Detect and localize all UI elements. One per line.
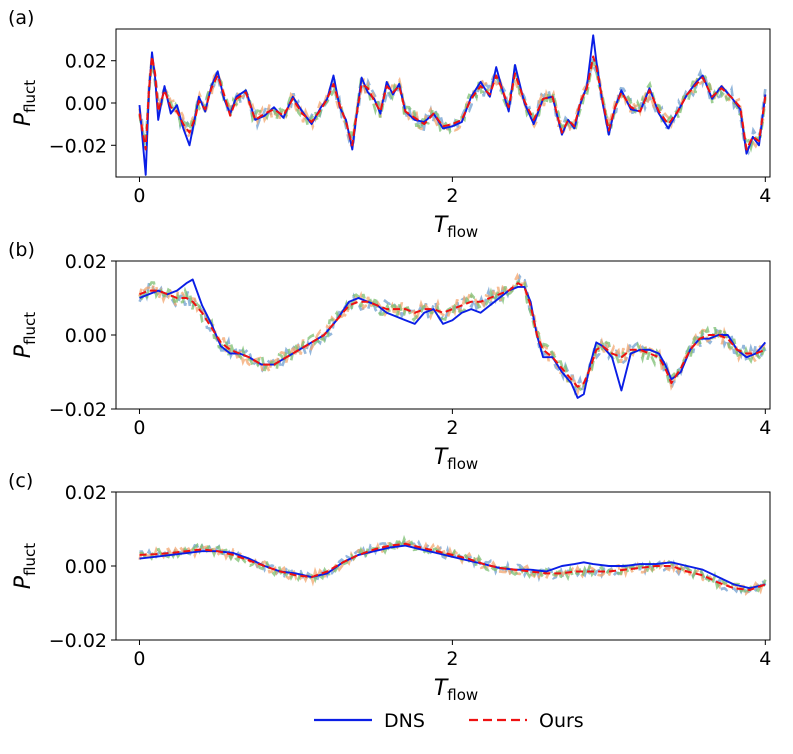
x-tick-label: 0 bbox=[133, 648, 145, 670]
y-tick-label: 0.00 bbox=[65, 93, 107, 115]
plot-frame bbox=[115, 28, 771, 178]
series-line-ours bbox=[138, 55, 767, 151]
panel-label: (c) bbox=[8, 470, 33, 492]
series-line-dns bbox=[139, 544, 766, 590]
ensemble-trace-3 bbox=[139, 534, 767, 598]
x-axis-label: Tflow bbox=[434, 445, 478, 473]
y-axis-label: Pfluct bbox=[11, 312, 39, 358]
y-axis-label: Pfluct bbox=[11, 80, 39, 126]
x-tick-label: 0 bbox=[133, 185, 145, 207]
x-axis-label: Tflow bbox=[434, 676, 478, 704]
panel-label: (b) bbox=[8, 239, 35, 261]
x-tick-label: 2 bbox=[446, 185, 458, 207]
series-line-ours bbox=[139, 282, 766, 388]
ensemble-trace-2 bbox=[138, 539, 767, 597]
chart-panel-1: (a) 0 2 4 0.02 0.00 −0.02 Tflow Pfluct bbox=[8, 7, 771, 241]
chart-panel-3: (c) 0 2 4 0.02 0.00 −0.02 Tflow Pfluct bbox=[8, 470, 771, 704]
plot-data bbox=[138, 534, 767, 598]
ensemble-trace-3 bbox=[138, 57, 767, 153]
chart-panel-2: (b) 0 2 4 0.02 0.00 −0.02 Tflow Pfluct bbox=[8, 239, 771, 473]
y-tick-label: −0.02 bbox=[49, 399, 107, 421]
ensemble-trace-1 bbox=[138, 273, 767, 396]
legend-label-dns: DNS bbox=[384, 710, 425, 732]
x-tick-label: 4 bbox=[759, 417, 771, 439]
ensemble-trace-3 bbox=[138, 279, 767, 393]
plot-data bbox=[138, 34, 767, 176]
y-tick-label: −0.02 bbox=[49, 630, 107, 652]
x-tick-label: 4 bbox=[759, 185, 771, 207]
series-line-dns bbox=[139, 278, 767, 399]
y-tick-label: 0.02 bbox=[65, 51, 107, 73]
y-tick-label: 0.02 bbox=[65, 251, 107, 273]
x-tick-label: 2 bbox=[446, 417, 458, 439]
ensemble-trace-2 bbox=[138, 56, 767, 151]
legend: DNS Ours bbox=[314, 710, 584, 732]
series-line-dns bbox=[138, 34, 767, 176]
y-tick-label: 0.02 bbox=[65, 482, 107, 504]
y-axis-label: Pfluct bbox=[11, 543, 39, 589]
x-tick-label: 2 bbox=[446, 648, 458, 670]
panel-label: (a) bbox=[8, 7, 34, 29]
series-line-ours bbox=[139, 542, 766, 591]
y-tick-label: −0.02 bbox=[49, 135, 107, 157]
x-tick-label: 4 bbox=[759, 648, 771, 670]
y-tick-label: 0.00 bbox=[65, 325, 107, 347]
plot-data bbox=[138, 272, 767, 399]
y-tick-label: 0.00 bbox=[65, 556, 107, 578]
x-axis-label: Tflow bbox=[434, 213, 478, 241]
x-tick-label: 0 bbox=[133, 417, 145, 439]
legend-label-ours: Ours bbox=[539, 710, 584, 732]
